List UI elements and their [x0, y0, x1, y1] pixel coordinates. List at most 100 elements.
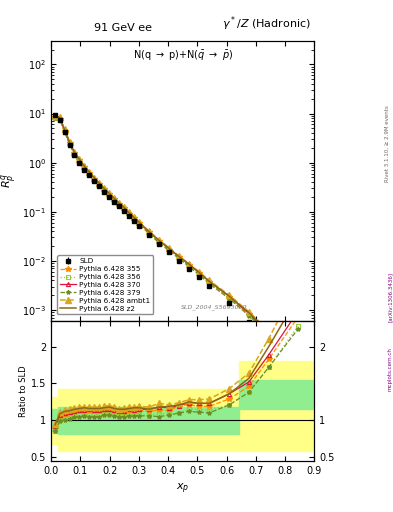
Pythia 6.428 356 — [197, 271, 202, 277]
Pythia 6.428 370 — [92, 175, 97, 181]
Text: [arXiv:1306.3436]: [arXiv:1306.3436] — [388, 272, 393, 322]
Pythia 6.428 z2 — [122, 205, 127, 211]
Pythia 6.428 370 — [107, 191, 112, 197]
Pythia 6.428 356 — [87, 171, 92, 177]
Pythia 6.428 356 — [77, 158, 82, 164]
Pythia 6.428 370 — [207, 279, 212, 285]
Pythia 6.428 370 — [266, 330, 271, 336]
Pythia 6.428 ambt1 — [112, 195, 117, 201]
Pythia 6.428 355 — [246, 311, 251, 317]
Line: Pythia 6.428 370: Pythia 6.428 370 — [53, 114, 300, 371]
Pythia 6.428 z2 — [137, 219, 141, 225]
Pythia 6.428 356 — [117, 202, 121, 208]
Pythia 6.428 356 — [72, 151, 77, 157]
Pythia 6.428 ambt1 — [102, 185, 107, 191]
Pythia 6.428 379 — [107, 193, 112, 199]
Pythia 6.428 356 — [122, 206, 127, 212]
Pythia 6.428 370 — [197, 269, 202, 275]
Line: Pythia 6.428 ambt1: Pythia 6.428 ambt1 — [52, 113, 301, 369]
Pythia 6.428 ambt1 — [157, 237, 162, 243]
Pythia 6.428 370 — [77, 157, 82, 163]
Pythia 6.428 370 — [97, 180, 102, 186]
Pythia 6.428 355 — [57, 116, 62, 122]
Pythia 6.428 379 — [167, 248, 172, 254]
Pythia 6.428 355 — [207, 279, 212, 285]
Text: mcplots.cern.ch: mcplots.cern.ch — [388, 347, 393, 391]
Pythia 6.428 ambt1 — [82, 163, 87, 169]
Pythia 6.428 370 — [122, 205, 127, 211]
Pythia 6.428 370 — [72, 150, 77, 156]
Pythia 6.428 370 — [296, 366, 300, 372]
Pythia 6.428 z2 — [187, 261, 191, 267]
Pythia 6.428 356 — [107, 192, 112, 198]
Pythia 6.428 z2 — [53, 113, 57, 119]
Pythia 6.428 ambt1 — [67, 139, 72, 145]
Pythia 6.428 355 — [67, 140, 72, 146]
Pythia 6.428 356 — [97, 182, 102, 188]
Pythia 6.428 355 — [122, 205, 127, 211]
Pythia 6.428 370 — [137, 220, 141, 226]
Pythia 6.428 356 — [207, 280, 212, 286]
Pythia 6.428 356 — [112, 197, 117, 203]
Pythia 6.428 355 — [197, 270, 202, 276]
Pythia 6.428 ambt1 — [246, 309, 251, 315]
Pythia 6.428 ambt1 — [187, 261, 191, 267]
Pythia 6.428 370 — [67, 140, 72, 146]
Pythia 6.428 z2 — [167, 245, 172, 251]
Legend: SLD, Pythia 6.428 355, Pythia 6.428 356, Pythia 6.428 370, Pythia 6.428 379, Pyt: SLD, Pythia 6.428 355, Pythia 6.428 356,… — [57, 255, 153, 314]
Pythia 6.428 379 — [296, 368, 300, 374]
Pythia 6.428 379 — [132, 217, 136, 223]
Pythia 6.428 379 — [112, 198, 117, 204]
Pythia 6.428 ambt1 — [57, 114, 62, 120]
Pythia 6.428 379 — [87, 171, 92, 177]
Pythia 6.428 z2 — [157, 238, 162, 244]
Pythia 6.428 ambt1 — [62, 126, 67, 132]
Pythia 6.428 379 — [122, 207, 127, 213]
Text: 91 GeV ee: 91 GeV ee — [94, 23, 152, 33]
Pythia 6.428 379 — [227, 295, 231, 302]
Pythia 6.428 370 — [157, 238, 162, 244]
Pythia 6.428 356 — [227, 295, 231, 302]
Pythia 6.428 z2 — [112, 196, 117, 202]
Pythia 6.428 379 — [127, 211, 132, 218]
Pythia 6.428 356 — [137, 221, 141, 227]
Pythia 6.428 370 — [177, 254, 182, 260]
Pythia 6.428 379 — [53, 115, 57, 121]
Pythia 6.428 ambt1 — [117, 200, 121, 206]
Pythia 6.428 370 — [57, 115, 62, 121]
Pythia 6.428 ambt1 — [227, 292, 231, 298]
Pythia 6.428 355 — [296, 367, 300, 373]
Y-axis label: Ratio to SLD: Ratio to SLD — [19, 365, 28, 417]
Line: Pythia 6.428 355: Pythia 6.428 355 — [52, 114, 301, 373]
Pythia 6.428 ambt1 — [147, 228, 151, 234]
Pythia 6.428 356 — [167, 247, 172, 253]
Pythia 6.428 z2 — [127, 210, 132, 216]
Pythia 6.428 379 — [67, 141, 72, 147]
Pythia 6.428 z2 — [246, 310, 251, 316]
Pythia 6.428 379 — [207, 281, 212, 287]
Pythia 6.428 ambt1 — [197, 269, 202, 275]
Pythia 6.428 z2 — [117, 200, 121, 206]
Pythia 6.428 379 — [72, 152, 77, 158]
Pythia 6.428 356 — [92, 177, 97, 183]
Pythia 6.428 379 — [92, 177, 97, 183]
Pythia 6.428 370 — [112, 196, 117, 202]
Line: Pythia 6.428 z2: Pythia 6.428 z2 — [55, 116, 298, 368]
Pythia 6.428 356 — [102, 187, 107, 194]
Pythia 6.428 356 — [147, 230, 151, 237]
Y-axis label: $R^q_p$: $R^q_p$ — [0, 174, 20, 188]
Pythia 6.428 ambt1 — [122, 204, 127, 210]
Pythia 6.428 ambt1 — [137, 219, 141, 225]
Pythia 6.428 356 — [157, 239, 162, 245]
Pythia 6.428 379 — [97, 182, 102, 188]
Pythia 6.428 355 — [227, 294, 231, 301]
Pythia 6.428 z2 — [296, 365, 300, 371]
Pythia 6.428 z2 — [177, 254, 182, 260]
Pythia 6.428 379 — [82, 165, 87, 172]
Pythia 6.428 z2 — [57, 115, 62, 121]
Pythia 6.428 355 — [187, 262, 191, 268]
Pythia 6.428 379 — [147, 230, 151, 237]
Pythia 6.428 z2 — [227, 293, 231, 300]
Pythia 6.428 z2 — [102, 186, 107, 192]
Pythia 6.428 355 — [97, 181, 102, 187]
